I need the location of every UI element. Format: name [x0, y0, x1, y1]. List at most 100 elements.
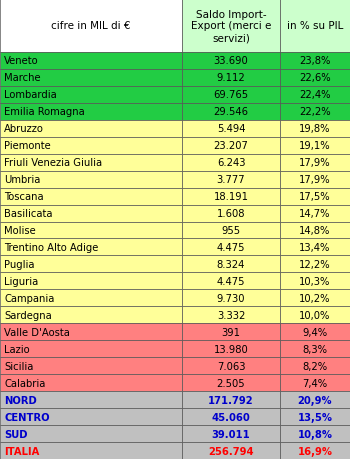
Bar — [280, 171, 350, 188]
Text: 13,4%: 13,4% — [299, 242, 331, 252]
Bar — [0, 375, 182, 391]
Text: Emilia Romagna: Emilia Romagna — [4, 107, 85, 117]
Bar — [0, 442, 182, 459]
Bar — [280, 408, 350, 425]
Text: 22,2%: 22,2% — [299, 107, 331, 117]
Bar — [280, 290, 350, 307]
Text: 10,8%: 10,8% — [298, 429, 332, 439]
Text: 13.980: 13.980 — [214, 344, 248, 354]
Bar — [280, 53, 350, 70]
Bar — [0, 137, 182, 154]
Bar — [280, 154, 350, 171]
Bar — [182, 341, 280, 358]
Text: 17,9%: 17,9% — [299, 175, 331, 185]
Text: 19,1%: 19,1% — [299, 141, 331, 151]
Bar — [280, 222, 350, 239]
Text: Basilicata: Basilicata — [4, 208, 53, 218]
Text: 256.794: 256.794 — [208, 446, 254, 455]
Bar — [182, 239, 280, 256]
Text: 13,5%: 13,5% — [298, 412, 332, 422]
Bar — [182, 222, 280, 239]
Bar — [182, 324, 280, 341]
Text: 23,8%: 23,8% — [299, 56, 331, 66]
Bar — [0, 0, 182, 53]
Bar — [280, 188, 350, 205]
Text: 7.063: 7.063 — [217, 361, 245, 371]
Text: ITALIA: ITALIA — [4, 446, 40, 455]
Text: 17,9%: 17,9% — [299, 158, 331, 168]
Text: 39.011: 39.011 — [212, 429, 250, 439]
Text: Lombardia: Lombardia — [4, 90, 57, 100]
Bar — [280, 70, 350, 87]
Bar — [280, 87, 350, 104]
Bar — [0, 391, 182, 408]
Bar — [0, 273, 182, 290]
Text: 9.730: 9.730 — [217, 293, 245, 303]
Bar — [0, 290, 182, 307]
Text: 8.324: 8.324 — [217, 259, 245, 269]
Text: 33.690: 33.690 — [214, 56, 248, 66]
Text: 4.475: 4.475 — [217, 242, 245, 252]
Bar — [182, 273, 280, 290]
Bar — [0, 425, 182, 442]
Text: Campania: Campania — [4, 293, 55, 303]
Text: 1.608: 1.608 — [217, 208, 245, 218]
Bar — [182, 53, 280, 70]
Text: in % su PIL: in % su PIL — [287, 22, 343, 31]
Bar — [182, 104, 280, 120]
Text: 17,5%: 17,5% — [299, 192, 331, 202]
Text: Valle D'Aosta: Valle D'Aosta — [4, 327, 70, 337]
Bar — [280, 358, 350, 375]
Bar — [280, 273, 350, 290]
Bar — [182, 391, 280, 408]
Text: 14,8%: 14,8% — [299, 225, 331, 235]
Text: Marche: Marche — [4, 73, 41, 83]
Bar — [182, 171, 280, 188]
Text: Umbria: Umbria — [4, 175, 41, 185]
Text: cifre in MIL di €: cifre in MIL di € — [51, 22, 131, 31]
Text: 18.191: 18.191 — [214, 192, 248, 202]
Bar — [182, 442, 280, 459]
Text: 2.505: 2.505 — [217, 378, 245, 388]
Bar — [0, 154, 182, 171]
Bar — [280, 391, 350, 408]
Text: 391: 391 — [222, 327, 240, 337]
Text: 8,2%: 8,2% — [302, 361, 328, 371]
Bar — [280, 239, 350, 256]
Text: 3.777: 3.777 — [217, 175, 245, 185]
Bar — [0, 120, 182, 137]
Text: Saldo Import-
Export (merci e
servizi): Saldo Import- Export (merci e servizi) — [191, 10, 271, 43]
Bar — [182, 70, 280, 87]
Text: 22,6%: 22,6% — [299, 73, 331, 83]
Text: Piemonte: Piemonte — [4, 141, 51, 151]
Bar — [182, 256, 280, 273]
Bar — [280, 137, 350, 154]
Text: 9,4%: 9,4% — [302, 327, 328, 337]
Text: Sicilia: Sicilia — [4, 361, 34, 371]
Bar — [182, 375, 280, 391]
Text: 23.207: 23.207 — [214, 141, 248, 151]
Bar — [280, 307, 350, 324]
Text: CENTRO: CENTRO — [4, 412, 50, 422]
Bar — [182, 137, 280, 154]
Bar — [0, 53, 182, 70]
Bar — [280, 375, 350, 391]
Text: Sardegna: Sardegna — [4, 310, 52, 320]
Text: Molise: Molise — [4, 225, 36, 235]
Text: SUD: SUD — [4, 429, 28, 439]
Bar — [182, 290, 280, 307]
Text: Abruzzo: Abruzzo — [4, 124, 44, 134]
Text: 7,4%: 7,4% — [302, 378, 328, 388]
Text: Trentino Alto Adige: Trentino Alto Adige — [4, 242, 99, 252]
Bar — [280, 205, 350, 222]
Text: 19,8%: 19,8% — [299, 124, 331, 134]
Bar — [0, 239, 182, 256]
Text: 16,9%: 16,9% — [298, 446, 332, 455]
Text: 5.494: 5.494 — [217, 124, 245, 134]
Text: Puglia: Puglia — [4, 259, 35, 269]
Bar — [182, 87, 280, 104]
Text: Calabria: Calabria — [4, 378, 46, 388]
Text: 12,2%: 12,2% — [299, 259, 331, 269]
Text: 10,3%: 10,3% — [299, 276, 331, 286]
Text: Toscana: Toscana — [4, 192, 44, 202]
